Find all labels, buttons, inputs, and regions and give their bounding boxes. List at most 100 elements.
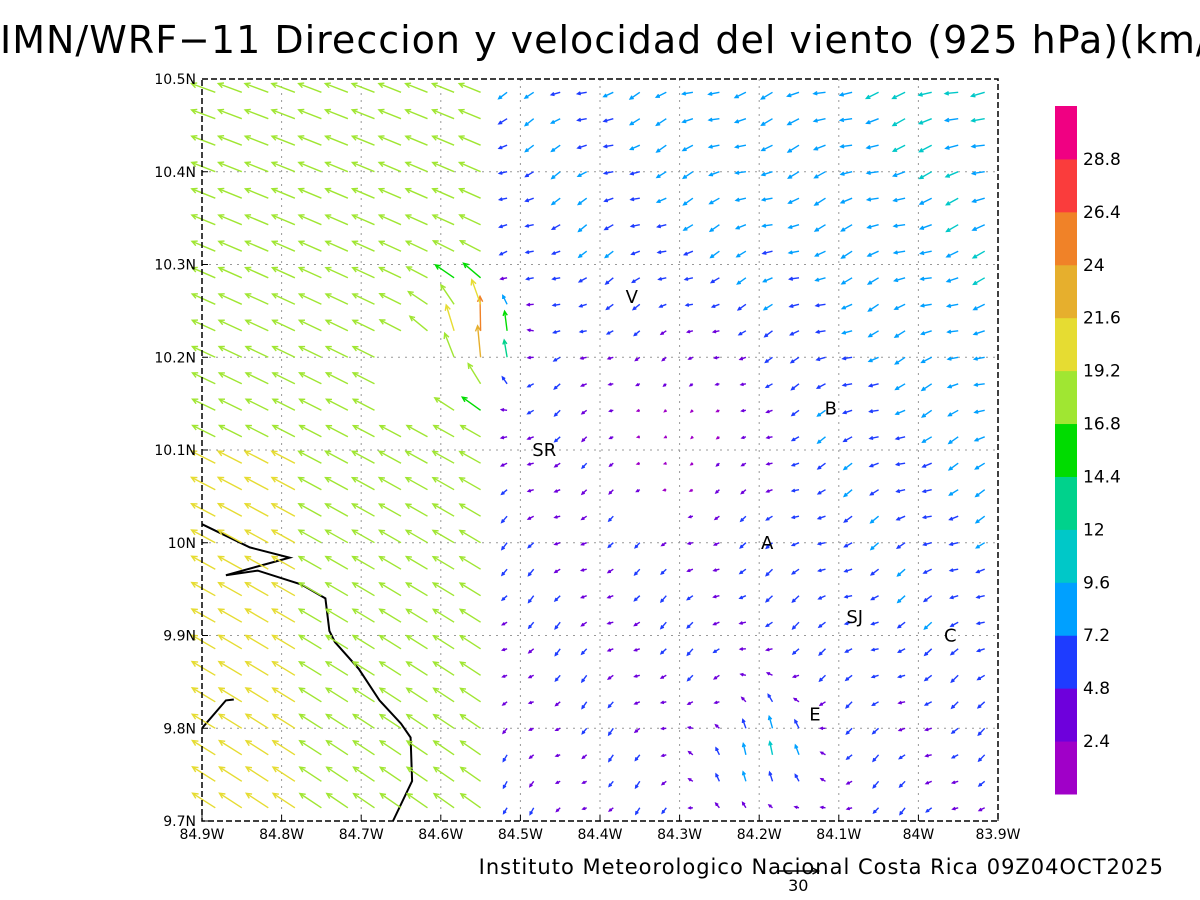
- wind-arrow: [377, 214, 402, 226]
- wind-arrow: [794, 718, 800, 729]
- wind-arrow: [788, 303, 800, 308]
- wind-arrow: [191, 739, 216, 756]
- wind-arrow: [866, 250, 879, 257]
- lat-axis: 9.7N 9.8N 9.9N 10N 10.1N 10.2N 10.3N 10.4N 10.5N: [154, 72, 208, 830]
- wind-arrow: [581, 754, 588, 760]
- wind-arrow: [896, 595, 906, 604]
- wind-arrow: [244, 372, 269, 385]
- wind-arrow: [431, 608, 455, 623]
- wind-arrow: [767, 803, 773, 809]
- wind-arrow: [431, 450, 455, 464]
- wind-arrow: [686, 701, 694, 705]
- wind-arrow: [634, 807, 641, 816]
- wind-arrow: [897, 674, 906, 679]
- wind-arrow: [894, 383, 906, 391]
- wind-arrow: [323, 108, 349, 120]
- wind-arrow: [764, 621, 773, 628]
- colorbar-label: 7.2: [1083, 626, 1110, 646]
- wind-arrow: [459, 766, 482, 782]
- wind-arrow: [629, 144, 641, 151]
- wind-arrow: [977, 780, 986, 787]
- wind-arrow: [845, 701, 853, 709]
- wind-arrow: [819, 805, 826, 810]
- wind-arrow: [896, 621, 906, 629]
- wind-arrow: [350, 108, 375, 120]
- wind-arrow: [405, 424, 428, 438]
- wind-arrow: [739, 542, 747, 549]
- wind-arrow: [733, 118, 747, 124]
- wind-arrow: [528, 754, 535, 760]
- wind-arrow: [791, 674, 800, 679]
- wind-arrow: [324, 581, 349, 597]
- wind-arrow: [431, 529, 455, 544]
- wind-arrow: [867, 303, 879, 312]
- wind-arrow: [405, 634, 428, 650]
- wind-arrow: [298, 739, 322, 756]
- wind-arrow: [813, 171, 826, 179]
- wind-arrow: [497, 144, 508, 150]
- wind-arrow: [459, 424, 481, 438]
- wind-arrow: [918, 224, 932, 230]
- wind-arrow: [500, 647, 508, 652]
- wind-arrow: [527, 648, 535, 654]
- wind-arrow: [686, 726, 694, 730]
- wind-arrow: [816, 409, 826, 417]
- wind-arrow: [270, 529, 296, 544]
- wind-arrow: [865, 118, 879, 125]
- wind-arrow: [190, 608, 216, 623]
- wind-arrow: [945, 224, 959, 233]
- wind-arrow: [405, 582, 428, 597]
- wind-arrow: [271, 345, 296, 358]
- wind-arrow: [244, 608, 269, 623]
- wind-arrow: [816, 436, 826, 445]
- wind-arrow: [271, 424, 296, 438]
- wind-arrow: [707, 117, 720, 122]
- wind-arrow: [682, 250, 694, 256]
- wind-arrow: [764, 647, 773, 652]
- wind-arrow: [404, 529, 428, 544]
- wind-arrow: [297, 450, 322, 464]
- wind-arrow: [919, 250, 932, 256]
- wind-arrow: [870, 647, 879, 652]
- wind-arrow: [714, 489, 720, 494]
- wind-arrow: [298, 424, 322, 438]
- wind-arrow: [633, 674, 640, 678]
- wind-arrow: [217, 240, 243, 252]
- wind-arrow: [216, 82, 243, 93]
- lon-tick-label: 84.1W: [816, 827, 861, 843]
- wind-arrow: [190, 581, 216, 597]
- wind-arrow: [793, 805, 800, 810]
- wind-arrow: [243, 108, 269, 120]
- wind-arrow: [553, 489, 561, 493]
- wind-arrow: [190, 529, 216, 544]
- wind-arrow: [686, 595, 694, 601]
- wind-arrow: [351, 345, 375, 358]
- reference-vector-label: 30: [788, 876, 808, 895]
- wind-arrow: [662, 383, 667, 388]
- wind-arrow: [501, 674, 508, 678]
- wind-arrow: [244, 424, 269, 438]
- wind-arrow: [894, 436, 906, 441]
- wind-arrow: [975, 594, 985, 599]
- wind-arrow: [190, 502, 216, 517]
- wind-arrow: [712, 648, 720, 654]
- wind-arrow: [244, 713, 269, 729]
- wind-arrow: [867, 383, 879, 388]
- wind-arrow: [580, 674, 588, 684]
- wind-arrow: [635, 408, 640, 413]
- lat-tick-label: 9.8N: [163, 721, 196, 737]
- wind-arrow: [635, 382, 641, 387]
- wind-arrow: [190, 135, 216, 146]
- wind-arrow: [457, 161, 481, 173]
- wind-arrow: [949, 648, 959, 656]
- wind-arrow: [709, 250, 720, 259]
- wind-arrow: [404, 135, 428, 146]
- lon-tick-label: 84.4W: [577, 827, 622, 843]
- wind-arrow: [712, 568, 720, 572]
- wind-arrow: [790, 542, 800, 547]
- wind-arrow: [244, 319, 269, 332]
- wind-arrow: [871, 701, 879, 706]
- wind-arrow: [945, 250, 959, 258]
- wind-arrow: [324, 345, 349, 358]
- wind-arrow: [243, 450, 269, 464]
